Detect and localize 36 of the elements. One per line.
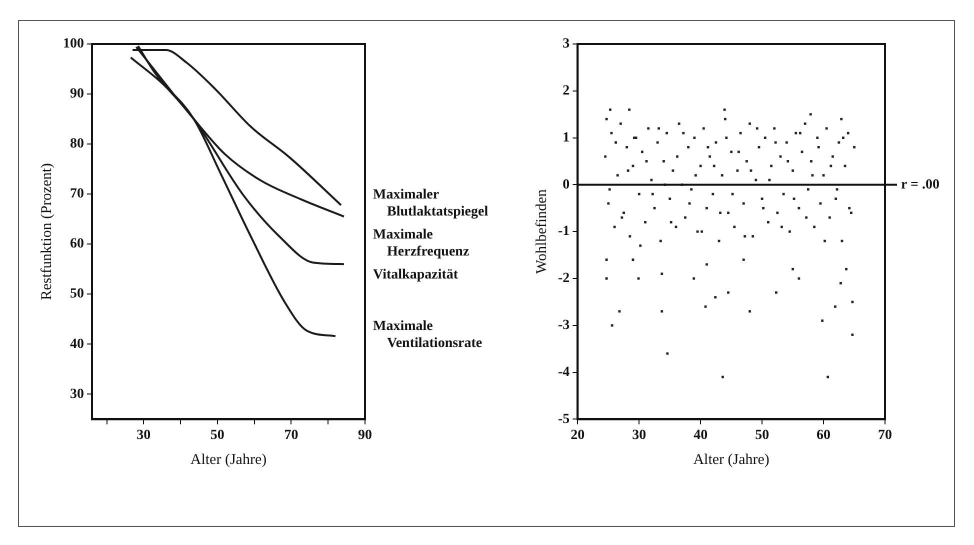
x-tick-label: 60 — [816, 428, 831, 444]
y-tick-label: 0 — [562, 177, 570, 192]
y-tick-label: 50 — [70, 286, 84, 302]
text: Maximaler Blutlaktatspiegel — [373, 188, 488, 220]
ref-line-label: r = .00 — [901, 177, 940, 192]
y-tick-label: 100 — [63, 36, 84, 52]
y-tick-label: -5 — [558, 412, 570, 427]
y-tick-label: -2 — [558, 271, 570, 286]
x-tick-label: 70 — [878, 428, 892, 444]
y-tick-label: 30 — [70, 386, 84, 402]
x-tick-label: 90 — [358, 428, 372, 444]
x-tick-label: 40 — [694, 428, 708, 444]
x-axis-title: Alter (Jahre) — [693, 452, 770, 468]
x-tick-label: 20 — [570, 428, 585, 444]
x-tick-label: 50 — [755, 428, 770, 444]
y-tick-label: 90 — [70, 86, 84, 102]
x-tick-label: 30 — [136, 428, 151, 444]
y-tick-label: 40 — [70, 336, 84, 352]
x-tick-label: 50 — [210, 428, 224, 444]
y-tick-label: 60 — [70, 236, 84, 252]
y-tick-label: 70 — [70, 186, 84, 202]
y-tick-label: -4 — [558, 364, 570, 380]
y-axis-title: Wohlbefinden — [534, 188, 550, 274]
y-axis-title: Restfunktion (Prozent) — [38, 163, 55, 300]
y-tick-label: 80 — [70, 136, 84, 152]
y-tick-label: 1 — [562, 130, 570, 146]
x-tick-label: 30 — [632, 428, 646, 444]
x-axis-title: Alter (Jahre) — [190, 452, 267, 468]
text: Maximale Ventilationsrate — [373, 318, 482, 351]
x-tick-label: 70 — [284, 428, 298, 444]
y-tick-label: -3 — [558, 318, 570, 334]
y-tick-label: 2 — [562, 84, 570, 99]
y-tick-label: -1 — [558, 224, 570, 240]
text: Vitalkapazität — [373, 268, 458, 283]
text: Maximale Herzfrequenz — [373, 228, 470, 260]
y-tick-label: 3 — [562, 36, 570, 52]
